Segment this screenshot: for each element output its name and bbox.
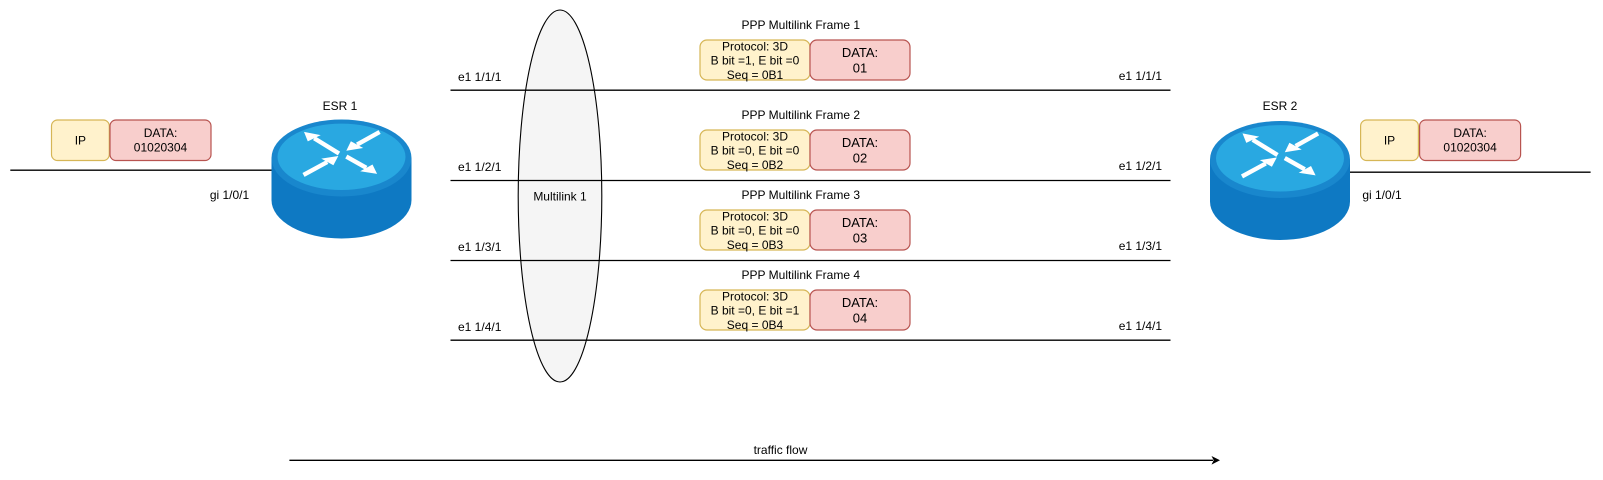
svg-text:Protocol: 3D: Protocol: 3D [722, 290, 788, 304]
svg-text:DATA:: DATA: [144, 126, 178, 140]
svg-text:B bit =0, E bit =0: B bit =0, E bit =0 [711, 144, 800, 158]
svg-text:IP: IP [75, 134, 86, 148]
svg-text:e1 1/4/1: e1 1/4/1 [458, 320, 502, 334]
svg-text:Protocol: 3D: Protocol: 3D [722, 210, 788, 224]
svg-text:PPP Multilink Frame 4: PPP Multilink Frame 4 [742, 268, 861, 282]
svg-text:DATA:: DATA: [842, 135, 878, 150]
svg-text:02: 02 [853, 150, 867, 165]
svg-text:gi 1/0/1: gi 1/0/1 [1362, 188, 1402, 202]
svg-text:IP: IP [1384, 134, 1395, 148]
svg-text:e1 1/2/1: e1 1/2/1 [458, 160, 502, 174]
svg-text:gi 1/0/1: gi 1/0/1 [210, 188, 250, 202]
svg-text:ESR 1: ESR 1 [323, 99, 358, 113]
svg-text:PPP Multilink Frame 2: PPP Multilink Frame 2 [742, 108, 861, 122]
svg-text:e1 1/1/1: e1 1/1/1 [1119, 69, 1163, 83]
svg-text:Multilink 1: Multilink 1 [533, 189, 587, 203]
svg-text:e1 1/2/1: e1 1/2/1 [1119, 159, 1163, 173]
svg-text:e1 1/3/1: e1 1/3/1 [458, 240, 502, 254]
svg-text:Protocol: 3D: Protocol: 3D [722, 130, 788, 144]
svg-text:e1 1/4/1: e1 1/4/1 [1119, 319, 1163, 333]
svg-text:PPP Multilink Frame 1: PPP Multilink Frame 1 [742, 18, 861, 32]
svg-text:01020304: 01020304 [134, 141, 188, 155]
svg-text:B bit =0, E bit =0: B bit =0, E bit =0 [711, 224, 800, 238]
svg-text:03: 03 [853, 230, 867, 245]
svg-text:DATA:: DATA: [842, 295, 878, 310]
svg-text:e1 1/1/1: e1 1/1/1 [458, 70, 502, 84]
svg-text:Protocol: 3D: Protocol: 3D [722, 40, 788, 54]
svg-text:Seq = 0B2: Seq = 0B2 [727, 158, 784, 172]
svg-text:04: 04 [853, 310, 867, 325]
svg-text:B bit =1, E bit =0: B bit =1, E bit =0 [711, 54, 800, 68]
svg-text:01020304: 01020304 [1443, 141, 1497, 155]
svg-text:DATA:: DATA: [842, 215, 878, 230]
svg-text:DATA:: DATA: [842, 45, 878, 60]
svg-text:01: 01 [853, 60, 867, 75]
svg-text:Seq = 0B3: Seq = 0B3 [727, 238, 784, 252]
svg-text:e1 1/3/1: e1 1/3/1 [1119, 239, 1163, 253]
svg-text:Seq = 0B4: Seq = 0B4 [727, 318, 784, 332]
svg-text:B bit =0, E bit =1: B bit =0, E bit =1 [711, 304, 800, 318]
svg-text:PPP Multilink Frame 3: PPP Multilink Frame 3 [742, 188, 861, 202]
svg-text:ESR 2: ESR 2 [1263, 99, 1298, 113]
svg-text:DATA:: DATA: [1453, 126, 1487, 140]
svg-text:traffic flow: traffic flow [754, 443, 808, 457]
svg-text:Seq = 0B1: Seq = 0B1 [727, 68, 784, 82]
